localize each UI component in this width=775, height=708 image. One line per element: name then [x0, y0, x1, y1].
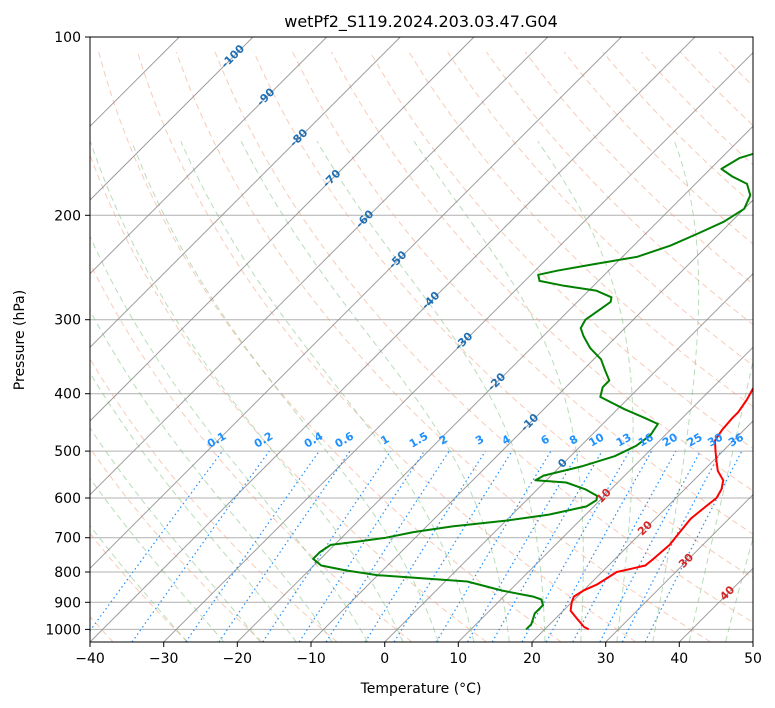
plot-frame — [89, 36, 754, 643]
background-grid — [90, 37, 753, 642]
profile-lines — [312, 152, 753, 631]
x-tick-label: 30 — [597, 651, 615, 667]
x-axis-label: Temperature (°C) — [360, 681, 482, 697]
y-axis-label: Pressure (hPa) — [12, 290, 28, 390]
y-tick-label: 900 — [54, 595, 81, 611]
mixing-ratio-line — [262, 450, 392, 642]
y-tick-label: 600 — [54, 491, 81, 507]
dry-adiabat — [369, 51, 753, 450]
moist-adiabat — [90, 371, 297, 642]
x-tick-label: 20 — [523, 651, 541, 667]
dry-adiabat — [137, 51, 637, 642]
moist-adiabat — [90, 309, 333, 642]
isotherm-line — [90, 37, 696, 642]
moist-adiabat — [90, 524, 188, 642]
dry-adiabat — [214, 51, 753, 623]
isotherm-line — [531, 420, 753, 642]
x-tick-label: 0 — [380, 651, 389, 667]
x-tick-label: −20 — [223, 651, 253, 667]
moist-adiabat — [90, 141, 404, 642]
dry-adiabat — [408, 51, 753, 408]
y-tick-label: 200 — [54, 208, 81, 224]
temperature-profile-line — [569, 386, 753, 631]
moist-adiabat — [688, 358, 753, 642]
isotherm-line — [90, 37, 549, 496]
isotherm-line — [90, 37, 622, 570]
dry-adiabat — [98, 51, 562, 642]
mixing-ratio-line — [572, 450, 677, 642]
x-tick-label: −40 — [75, 651, 105, 667]
dewpoint-profile-line — [312, 152, 753, 631]
y-tick-label: 800 — [54, 565, 81, 581]
mixing-ratio-line — [325, 450, 450, 642]
mixing-ratio-line — [298, 450, 425, 642]
moist-adiabat — [413, 141, 584, 642]
dry-adiabat — [175, 51, 711, 642]
dry-adiabat — [90, 447, 263, 642]
y-tick-label: 700 — [54, 531, 81, 547]
y-tick-label: 300 — [54, 313, 81, 329]
isotherm-line — [90, 37, 401, 349]
mixing-ratio-line — [185, 450, 320, 642]
mixing-ratio-line — [466, 450, 580, 642]
axis-ticks: −40 −30 −20 −10 0 10 20 30 40 50 100 200 300 400 500 60… — [45, 30, 762, 667]
moist-adiabat — [725, 536, 753, 642]
mixing-ratio-line — [218, 450, 351, 642]
dry-adiabat — [447, 51, 753, 366]
mixing-ratio-line — [599, 450, 702, 642]
moist-adiabat — [90, 427, 261, 642]
isotherm-line — [384, 272, 753, 642]
mixing-ratio-line — [435, 450, 552, 642]
isotherm-line — [457, 346, 753, 642]
x-tick-label: −30 — [149, 651, 179, 667]
moist-adiabat — [180, 141, 475, 642]
dry-adiabat — [90, 262, 413, 642]
y-tick-label: 1000 — [45, 622, 81, 638]
mixing-ratio-line — [364, 450, 486, 642]
x-tick-label: 50 — [744, 651, 762, 667]
isotherm-line — [163, 51, 753, 642]
x-tick-label: 10 — [449, 651, 467, 667]
y-tick-label: 400 — [54, 387, 81, 403]
moist-adiabat — [90, 477, 225, 642]
x-tick-label: 40 — [670, 651, 688, 667]
y-tick-label: 100 — [54, 30, 81, 46]
dry-adiabat — [330, 51, 753, 492]
y-tick-label: 500 — [54, 444, 81, 460]
moist-adiabat — [652, 141, 700, 642]
chart-title: wetPf2_S119.2024.203.03.47.G04 — [284, 12, 558, 32]
dry-adiabat — [253, 51, 753, 579]
isotherm-line — [90, 37, 328, 275]
isotherm-line — [90, 37, 254, 201]
moist-adiabat — [240, 141, 510, 642]
dry-adiabat — [486, 51, 753, 326]
isotherm-line — [605, 493, 753, 642]
mixing-ratio-line — [393, 450, 513, 642]
moist-adiabat — [131, 141, 439, 642]
moist-adiabat — [537, 141, 634, 642]
x-tick-label: −10 — [296, 651, 326, 667]
isotherm-line — [310, 199, 753, 642]
isotherm-line — [90, 37, 475, 422]
isotherm-line — [236, 125, 753, 642]
